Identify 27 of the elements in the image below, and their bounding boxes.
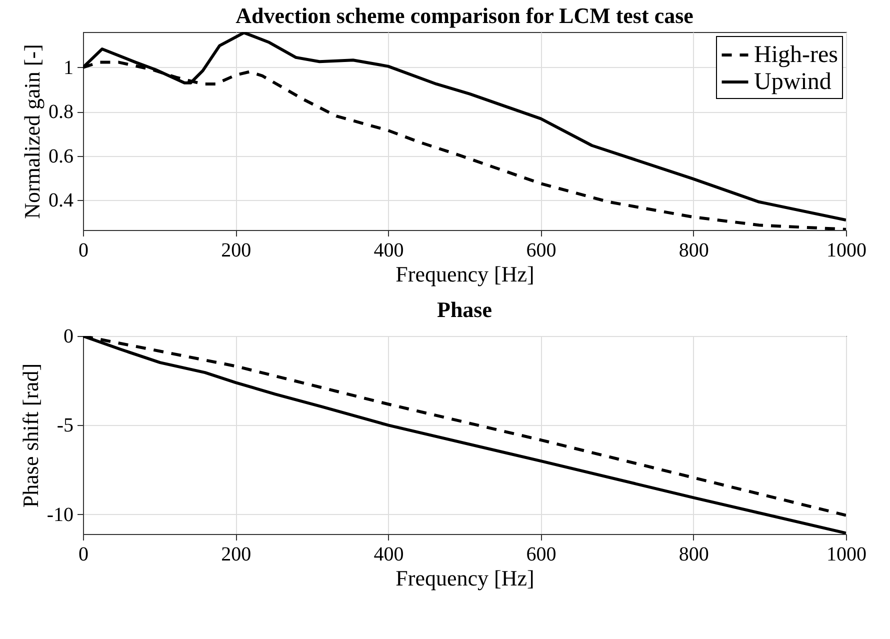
x-tick-label: 0 [78, 544, 88, 566]
legend-label: Upwind [754, 69, 832, 95]
y-tick-label: -5 [56, 414, 74, 437]
x-tick-label: 1000 [826, 544, 866, 566]
x-tick-label: 400 [374, 240, 404, 262]
chart-title: Advection scheme comparison for LCM test case [236, 3, 694, 28]
x-tick-label: 600 [526, 240, 556, 262]
y-tick-label: 0 [64, 326, 74, 348]
x-tick-label: 1000 [826, 240, 866, 262]
y-tick-label: 0.4 [48, 190, 74, 212]
x-tick-label: 600 [526, 544, 556, 566]
x-tick-label: 200 [221, 240, 252, 262]
x-tick-label: 800 [678, 544, 709, 566]
y-tick-label: 0.6 [48, 145, 74, 168]
x-tick-label: 0 [78, 240, 88, 262]
legend-label: High-res [754, 42, 838, 68]
y-tick-label: 0.8 [48, 101, 74, 124]
y-tick-label: -10 [46, 504, 74, 526]
x-axis-title: Frequency [Hz] [396, 566, 534, 590]
x-axis-title: Frequency [Hz] [396, 262, 534, 286]
y-axis-title: Phase shift [rad] [18, 363, 43, 508]
x-tick-label: 400 [374, 544, 404, 566]
y-axis-title: Normalized gain [-] [20, 44, 44, 219]
y-tick-label: 1 [64, 56, 74, 79]
chart-title: Phase [437, 297, 492, 322]
x-tick-label: 200 [221, 544, 252, 566]
x-tick-label: 800 [678, 240, 709, 262]
